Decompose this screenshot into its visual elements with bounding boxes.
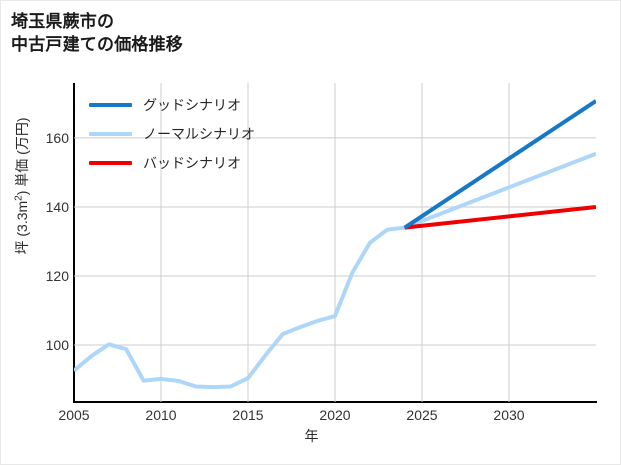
x-axis-spine: [73, 401, 597, 403]
y-axis-ticks: 100 120 140 160: [1, 1, 69, 466]
y-tick-label: 100: [45, 337, 69, 354]
legend-item-label: バッドシナリオ: [143, 155, 241, 171]
legend-swatch-icon: [89, 132, 132, 136]
series-line-bad: [404, 204, 596, 230]
chart-title: 埼玉県蕨市の 中古戸建ての価格推移: [11, 12, 183, 54]
x-tick-label: 2030: [493, 407, 525, 423]
y-tick-label: 140: [45, 198, 69, 215]
legend-item[interactable]: ノーマルシナリオ: [89, 124, 255, 144]
x-axis-label: 年: [304, 428, 319, 444]
legend-item[interactable]: バッドシナリオ: [89, 153, 255, 173]
x-tick-label: 2025: [406, 407, 438, 423]
y-tick-label: 160: [45, 129, 69, 146]
y-axis-spine: [73, 83, 75, 403]
y-axis-label-superscript: 2: [13, 195, 25, 201]
series-line-normal: [74, 151, 596, 390]
legend-item-label: グッドシナリオ: [143, 97, 241, 113]
y-axis-label-tail: ) 単価 (万円): [14, 117, 30, 196]
x-tick-label: 2015: [232, 407, 264, 423]
x-tick-label: 2010: [145, 407, 177, 423]
y-tick-label: 120: [45, 267, 69, 284]
y-axis-label-head: 坪 (3.3m: [14, 200, 30, 255]
legend-swatch-icon: [89, 161, 132, 165]
x-tick-label: 2020: [319, 407, 351, 423]
series-line-good: [403, 99, 596, 230]
plot-svg: [74, 83, 596, 402]
plot-area: [74, 83, 596, 402]
y-axis-label: 坪 (3.3m2) 単価 (万円): [12, 61, 32, 311]
legend-item-label: ノーマルシナリオ: [143, 126, 255, 142]
legend-swatch-icon: [89, 103, 132, 107]
chart-legend: グッドシナリオ ノーマルシナリオ バッドシナリオ: [89, 95, 255, 173]
x-tick-label: 2005: [58, 407, 90, 423]
legend-item[interactable]: グッドシナリオ: [89, 95, 255, 115]
